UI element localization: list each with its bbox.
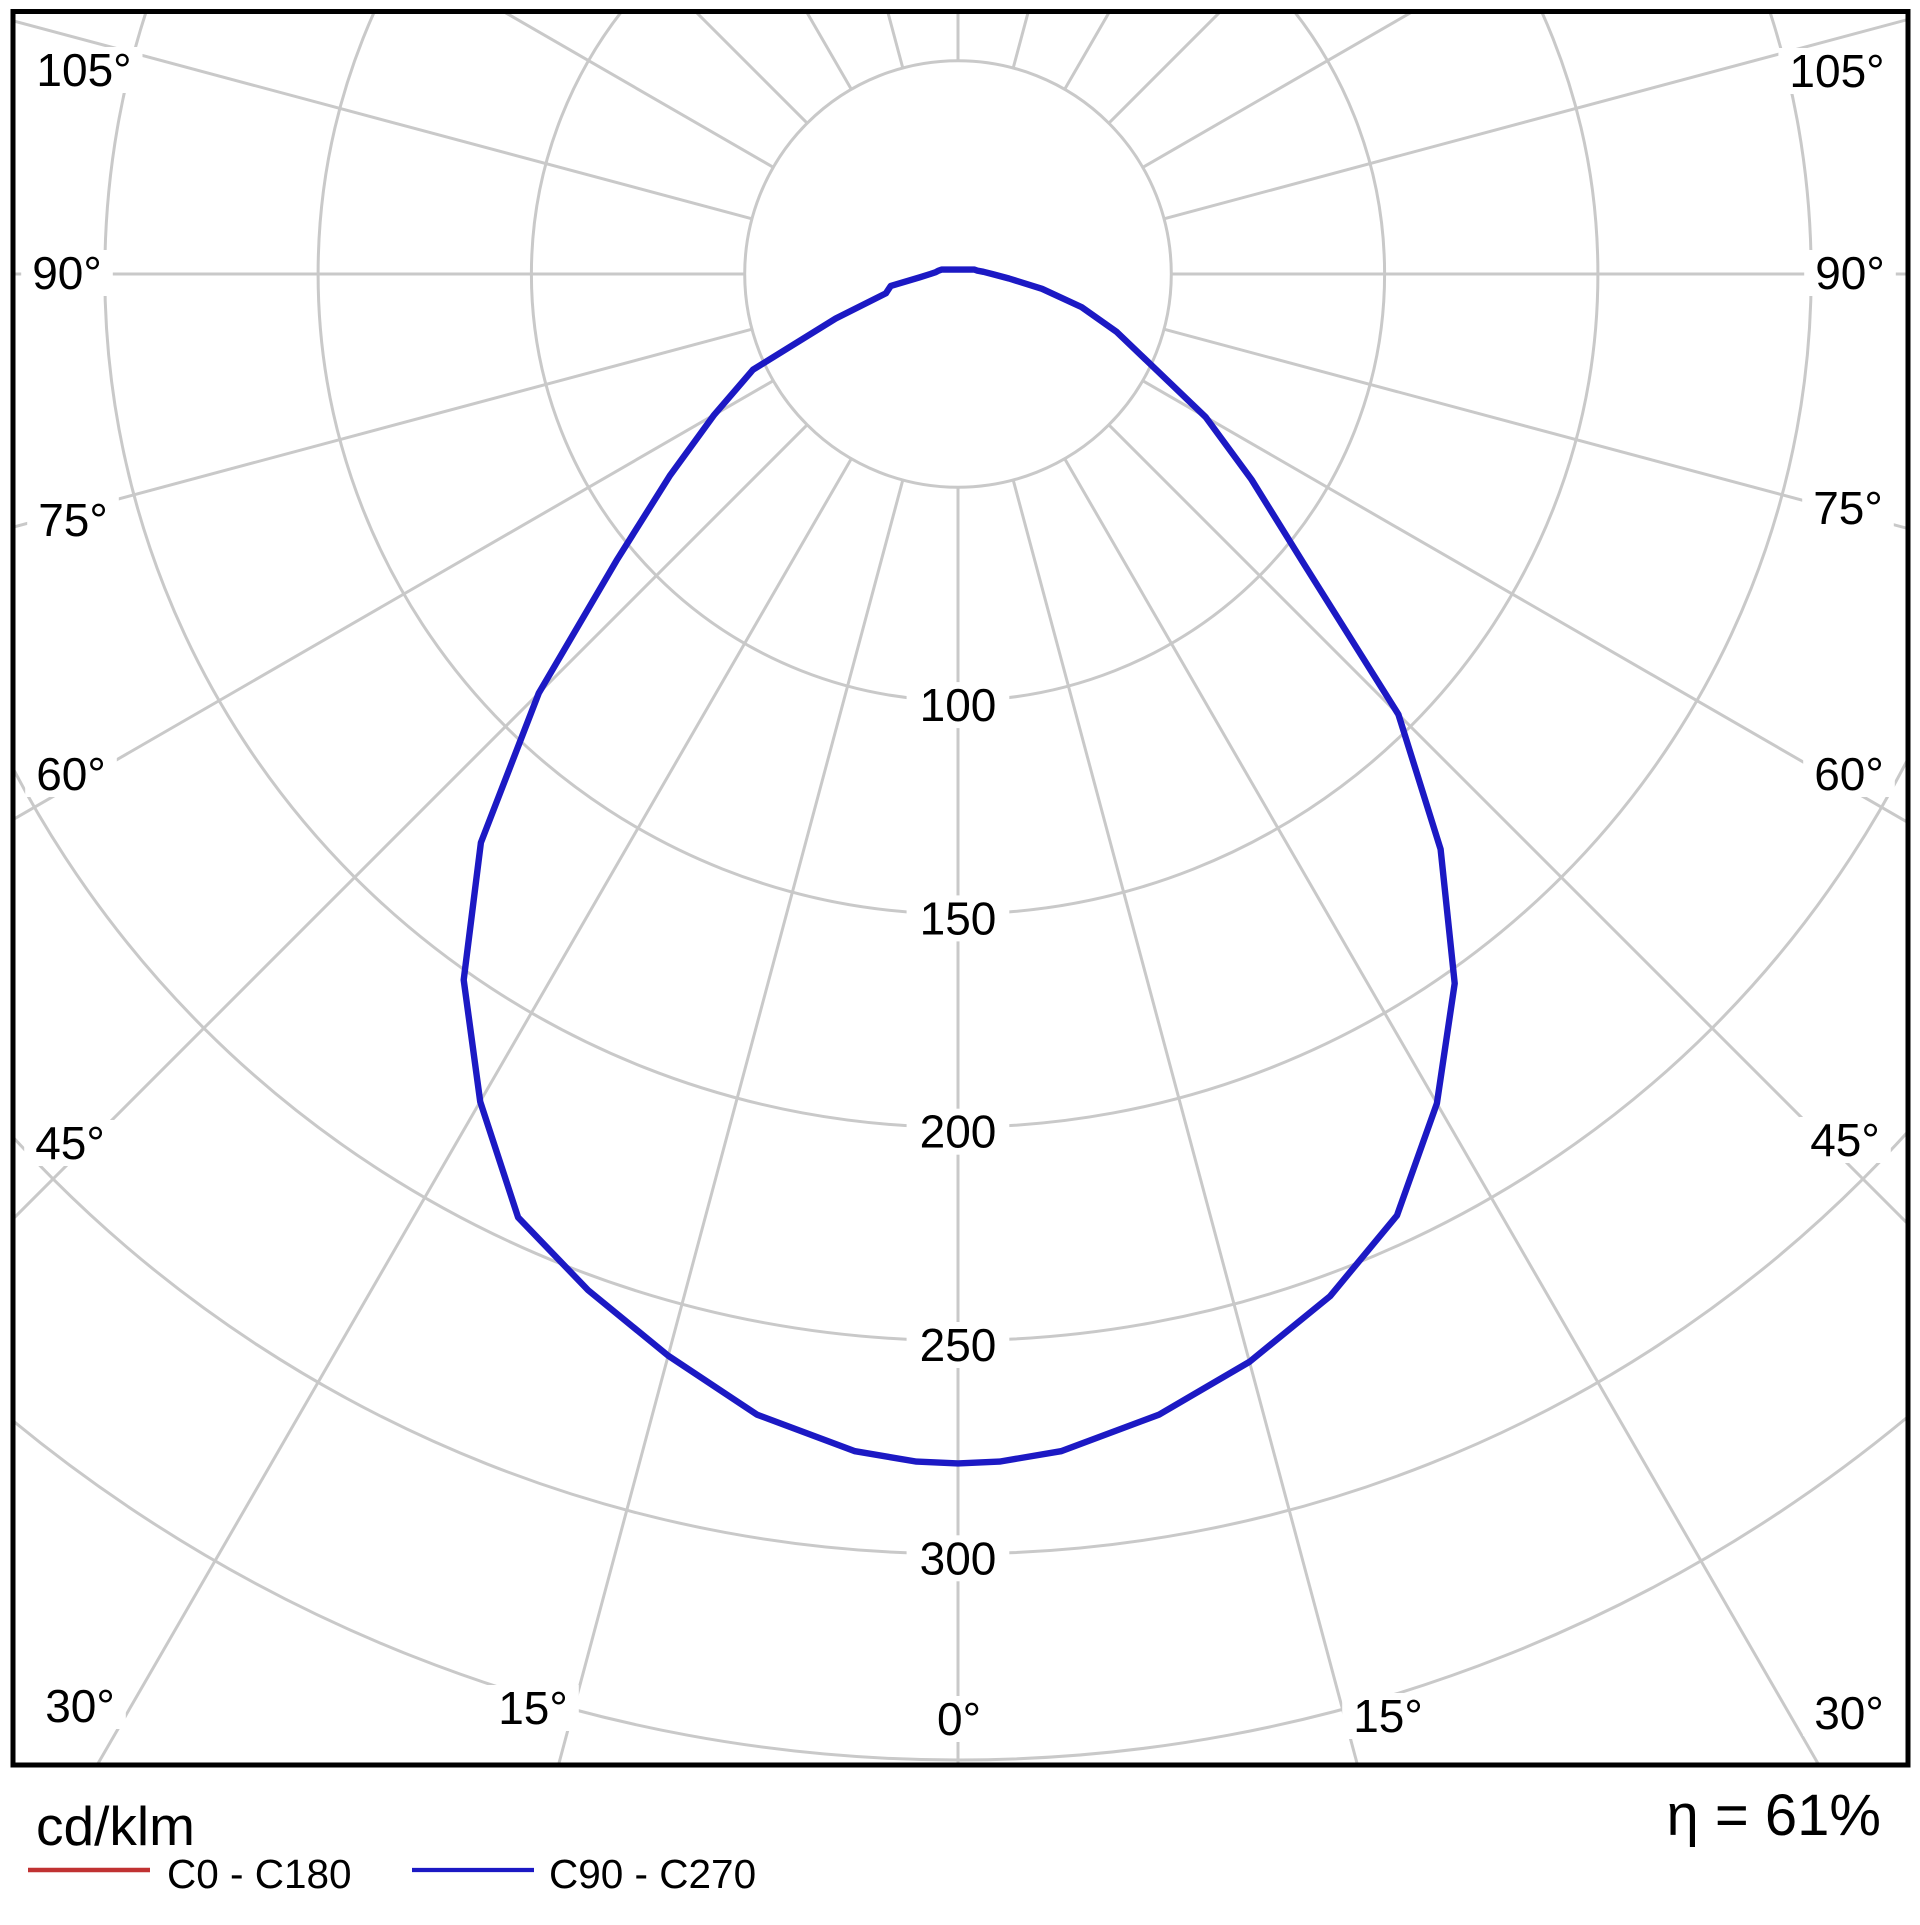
svg-text:45°: 45° [1810,1114,1880,1166]
svg-text:75°: 75° [1813,482,1883,534]
svg-text:90°: 90° [32,247,102,299]
svg-text:30°: 30° [1814,1687,1884,1739]
svg-text:C90 - C270: C90 - C270 [549,1851,756,1897]
svg-text:300: 300 [920,1532,997,1584]
svg-text:15°: 15° [498,1682,568,1734]
svg-text:200: 200 [920,1106,997,1158]
svg-text:45°: 45° [35,1117,105,1169]
svg-text:cd/klm: cd/klm [36,1795,195,1857]
svg-text:105°: 105° [36,44,131,96]
svg-text:60°: 60° [36,748,106,800]
svg-text:60°: 60° [1814,748,1884,800]
svg-text:η = 61%: η = 61% [1667,1783,1881,1848]
svg-text:15°: 15° [1353,1690,1423,1742]
svg-text:75°: 75° [38,494,108,546]
svg-text:100: 100 [920,679,997,731]
svg-text:C0 - C180: C0 - C180 [167,1851,352,1897]
svg-text:105°: 105° [1789,45,1884,97]
svg-text:90°: 90° [1815,247,1885,299]
svg-text:150: 150 [920,892,997,944]
svg-text:250: 250 [920,1319,997,1371]
svg-text:30°: 30° [45,1680,115,1732]
svg-text:0°: 0° [937,1693,981,1745]
